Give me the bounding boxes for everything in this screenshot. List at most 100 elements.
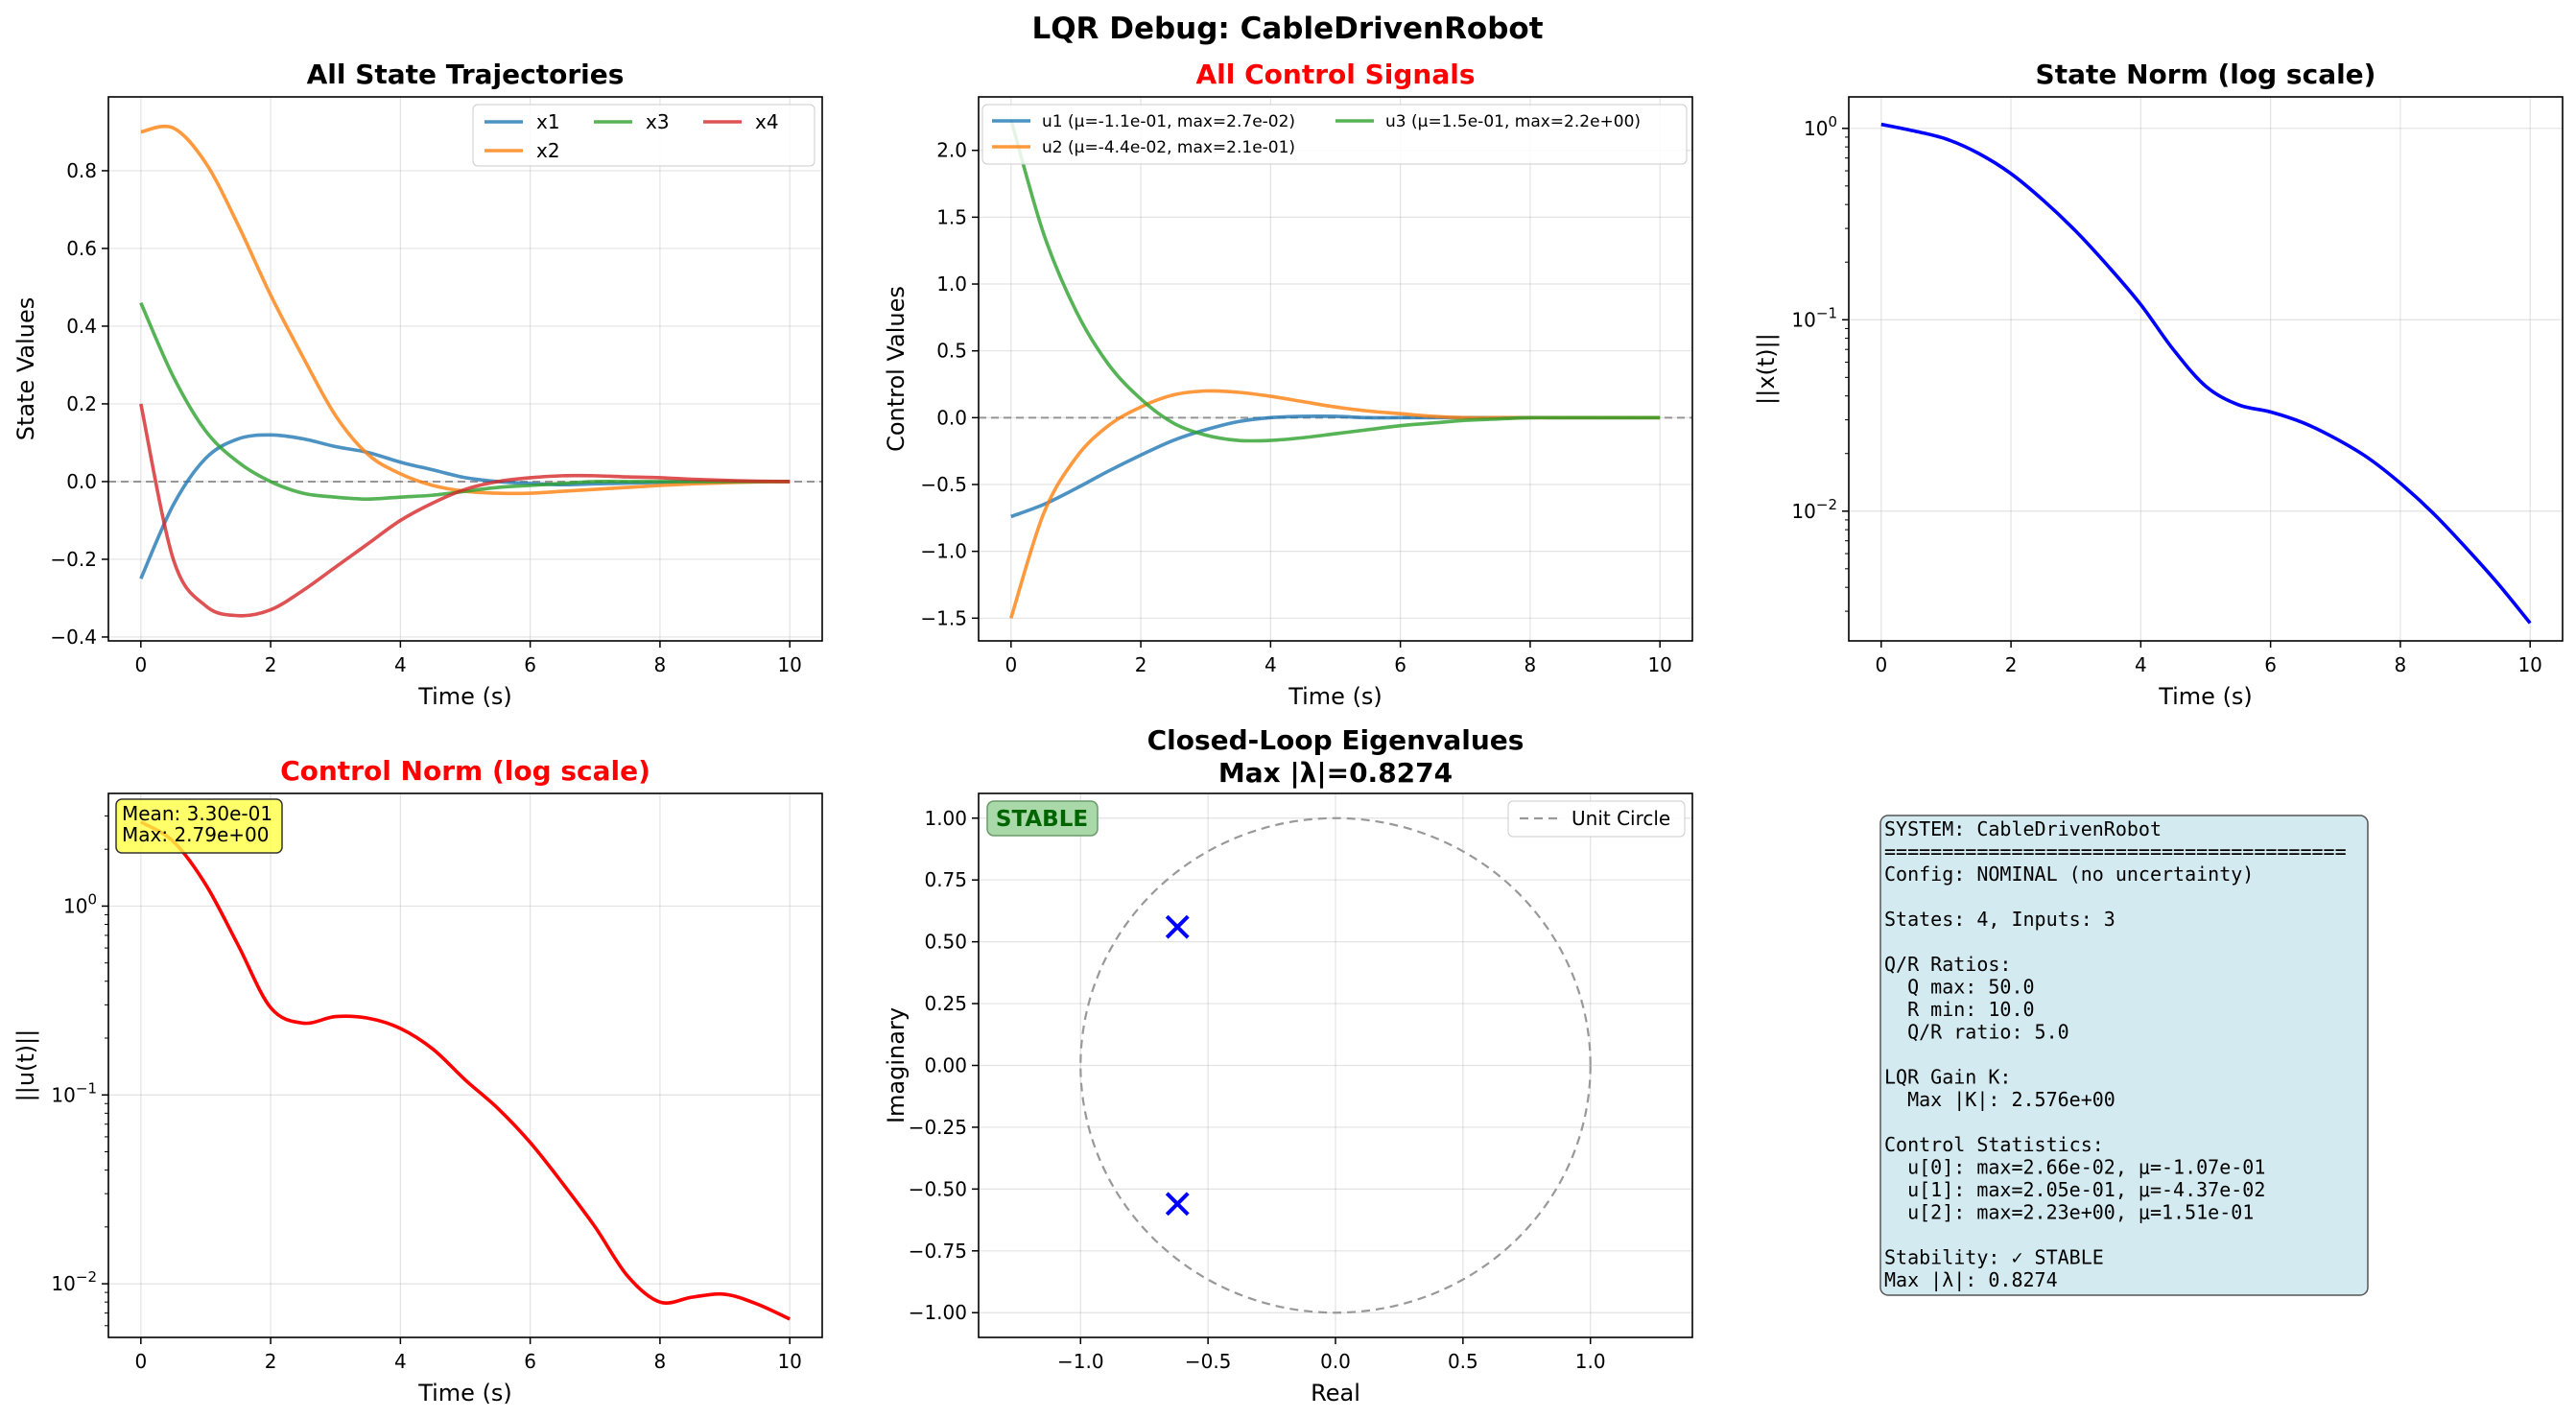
y-tick-label: 10−1 bbox=[1791, 304, 1837, 331]
legend-frame bbox=[472, 104, 815, 167]
x-tick-label: 0.0 bbox=[1320, 1350, 1351, 1373]
y-tick-label: 2.0 bbox=[936, 139, 967, 162]
series-line-x1 bbox=[139, 433, 791, 579]
chart-eigen: −1.0 −0.5 0.0 0.5 1.0 −1.00 −0.75 −0.50 −0.25 0.0… bbox=[883, 724, 1693, 1406]
y-axis-label: ||x(t)|| bbox=[1753, 333, 1780, 405]
y-tick-label: 0.75 bbox=[924, 868, 967, 891]
info-panel-line: Q max: 50.0 bbox=[1884, 976, 2035, 999]
y-tick-label: 0.00 bbox=[924, 1054, 967, 1077]
x-tick-label: 10 bbox=[2517, 653, 2541, 676]
legend-label-u3: u3 (μ=1.5e-01, max=2.2e+00) bbox=[1385, 112, 1641, 131]
y-axis-label: ||u(t)|| bbox=[12, 1029, 39, 1102]
series-line-u3 bbox=[1009, 119, 1661, 443]
info-panel-line: SYSTEM: CableDrivenRobot bbox=[1884, 817, 2162, 840]
info-panel-line: Q/R ratio: 5.0 bbox=[1884, 1021, 2069, 1044]
y-tick-label: 1.0 bbox=[936, 272, 967, 295]
legend-label-x2: x2 bbox=[536, 139, 560, 162]
legend-label-u2: u2 (μ=-4.4e-02, max=2.1e-01) bbox=[1042, 138, 1295, 157]
x-tick-label: 0.5 bbox=[1448, 1350, 1478, 1373]
series-line-x4 bbox=[139, 403, 791, 618]
y-tick-label: 10−2 bbox=[1791, 496, 1837, 523]
y-tick-label: 10−1 bbox=[51, 1079, 97, 1106]
y-tick-label: −1.0 bbox=[920, 540, 967, 563]
y-tick-label: −0.5 bbox=[920, 473, 967, 496]
x-axis-label: Real bbox=[1311, 1380, 1360, 1406]
x-tick-label: 2 bbox=[2005, 653, 2018, 676]
x-tick-label: 0 bbox=[1875, 653, 1887, 676]
x-tick-label: 0 bbox=[134, 653, 147, 676]
x-tick-label: 6 bbox=[1394, 653, 1406, 676]
info-panel-line: u[0]: max=2.66e-02, μ=-1.07e-01 bbox=[1884, 1156, 2265, 1179]
chart-states: 0 2 4 6 8 10 −0.4 −0.2 0.0 0.2 0.4 0.6 0.8 All State … bbox=[12, 59, 823, 710]
y-tick-label: 100 bbox=[63, 890, 97, 917]
x-tick-label: 6 bbox=[524, 653, 536, 676]
plot-area bbox=[1880, 122, 2532, 625]
info-panel-line: ======================================== bbox=[1884, 840, 2347, 863]
eigenvalue-marker bbox=[1165, 1192, 1190, 1217]
stats-annotation-box bbox=[115, 798, 283, 854]
x-tick-label: 0 bbox=[134, 1350, 147, 1373]
info-panel-box bbox=[1879, 815, 2369, 1296]
y-tick-label: 0.50 bbox=[924, 931, 967, 954]
y-tick-label: 0.4 bbox=[66, 315, 97, 338]
x-tick-label: 4 bbox=[2135, 653, 2147, 676]
x-tick-label: 10 bbox=[777, 653, 801, 676]
y-tick-label: −0.2 bbox=[50, 548, 97, 571]
y-tick-label: 0.6 bbox=[66, 237, 97, 260]
info-panel-line: Max |λ|: 0.8274 bbox=[1884, 1268, 2058, 1291]
y-tick-label: 0.8 bbox=[66, 159, 97, 182]
series-line-u1 bbox=[1010, 414, 1661, 519]
info-panel-line: States: 4, Inputs: 3 bbox=[1884, 908, 2115, 931]
legend-label-x3: x3 bbox=[646, 110, 670, 133]
axes-frame bbox=[978, 792, 1693, 1338]
stable-badge-text: STABLE bbox=[996, 807, 1088, 832]
y-axis-label: Imaginary bbox=[883, 1007, 910, 1123]
plot-area bbox=[139, 820, 791, 1321]
y-tick-label: 0.0 bbox=[66, 470, 97, 493]
x-axis-label: Time (s) bbox=[417, 1380, 512, 1406]
x-tick-label: 10 bbox=[1647, 653, 1671, 676]
y-tick-label: 1.00 bbox=[924, 807, 967, 830]
legend-label-u1: u1 (μ=-1.1e-01, max=2.7e-02) bbox=[1042, 112, 1295, 131]
info-panel-text: SYSTEM: CableDrivenRobot ================… bbox=[1884, 817, 2347, 1291]
x-tick-label: 4 bbox=[1264, 653, 1277, 676]
chart-title: Control Norm (log scale) bbox=[280, 755, 650, 787]
legend-label-unit-circle: Unit Circle bbox=[1572, 807, 1670, 830]
info-panel-line: Q/R Ratios: bbox=[1884, 953, 2011, 976]
x-tick-label: 8 bbox=[1524, 653, 1537, 676]
series-line-x3 bbox=[139, 301, 791, 501]
series-line-state_norm bbox=[1880, 122, 2532, 625]
y-tick-label: −1.00 bbox=[909, 1301, 967, 1324]
x-tick-label: 2 bbox=[265, 653, 277, 676]
y-axis-label: State Values bbox=[12, 297, 39, 441]
plot-area bbox=[1009, 119, 1661, 619]
chart-title: Closed-Loop Eigenvalues bbox=[1147, 724, 1524, 756]
axes-frame bbox=[1848, 96, 2564, 642]
info-panel-line: Config: NOMINAL (no uncertainty) bbox=[1884, 863, 2254, 886]
eigenvalue-marker bbox=[1165, 914, 1190, 939]
x-tick-label: 1.0 bbox=[1575, 1350, 1606, 1373]
axes-frame bbox=[107, 96, 823, 642]
y-tick-label: −0.25 bbox=[909, 1116, 967, 1139]
x-tick-label: 4 bbox=[394, 1350, 407, 1373]
x-tick-label: 6 bbox=[2264, 653, 2277, 676]
series-line-u2 bbox=[1009, 389, 1661, 619]
x-tick-label: 8 bbox=[2395, 653, 2407, 676]
info-panel-line: Max |K|: 2.576e+00 bbox=[1884, 1088, 2115, 1111]
y-tick-label: 10−2 bbox=[51, 1268, 97, 1295]
stats-annotation-line: Mean: 3.30e-01 bbox=[122, 802, 272, 825]
y-tick-label: 0.2 bbox=[66, 392, 97, 415]
x-tick-label: 6 bbox=[524, 1350, 536, 1373]
legend: u1 (μ=-1.1e-01, max=2.7e-02) u2 (μ=-4.4e-… bbox=[981, 104, 1688, 165]
legend: x1 x2 x3 x4 bbox=[472, 104, 815, 167]
x-axis-label: Time (s) bbox=[417, 683, 512, 710]
legend-frame bbox=[1507, 800, 1686, 838]
x-tick-label: 0 bbox=[1004, 653, 1017, 676]
plot-area bbox=[1079, 816, 1592, 1314]
axes-frame bbox=[978, 96, 1693, 642]
info-panel-line: R min: 10.0 bbox=[1884, 998, 2035, 1021]
legend-label-x1: x1 bbox=[536, 110, 560, 133]
plot-area bbox=[139, 124, 791, 618]
y-tick-label: 100 bbox=[1804, 113, 1837, 140]
